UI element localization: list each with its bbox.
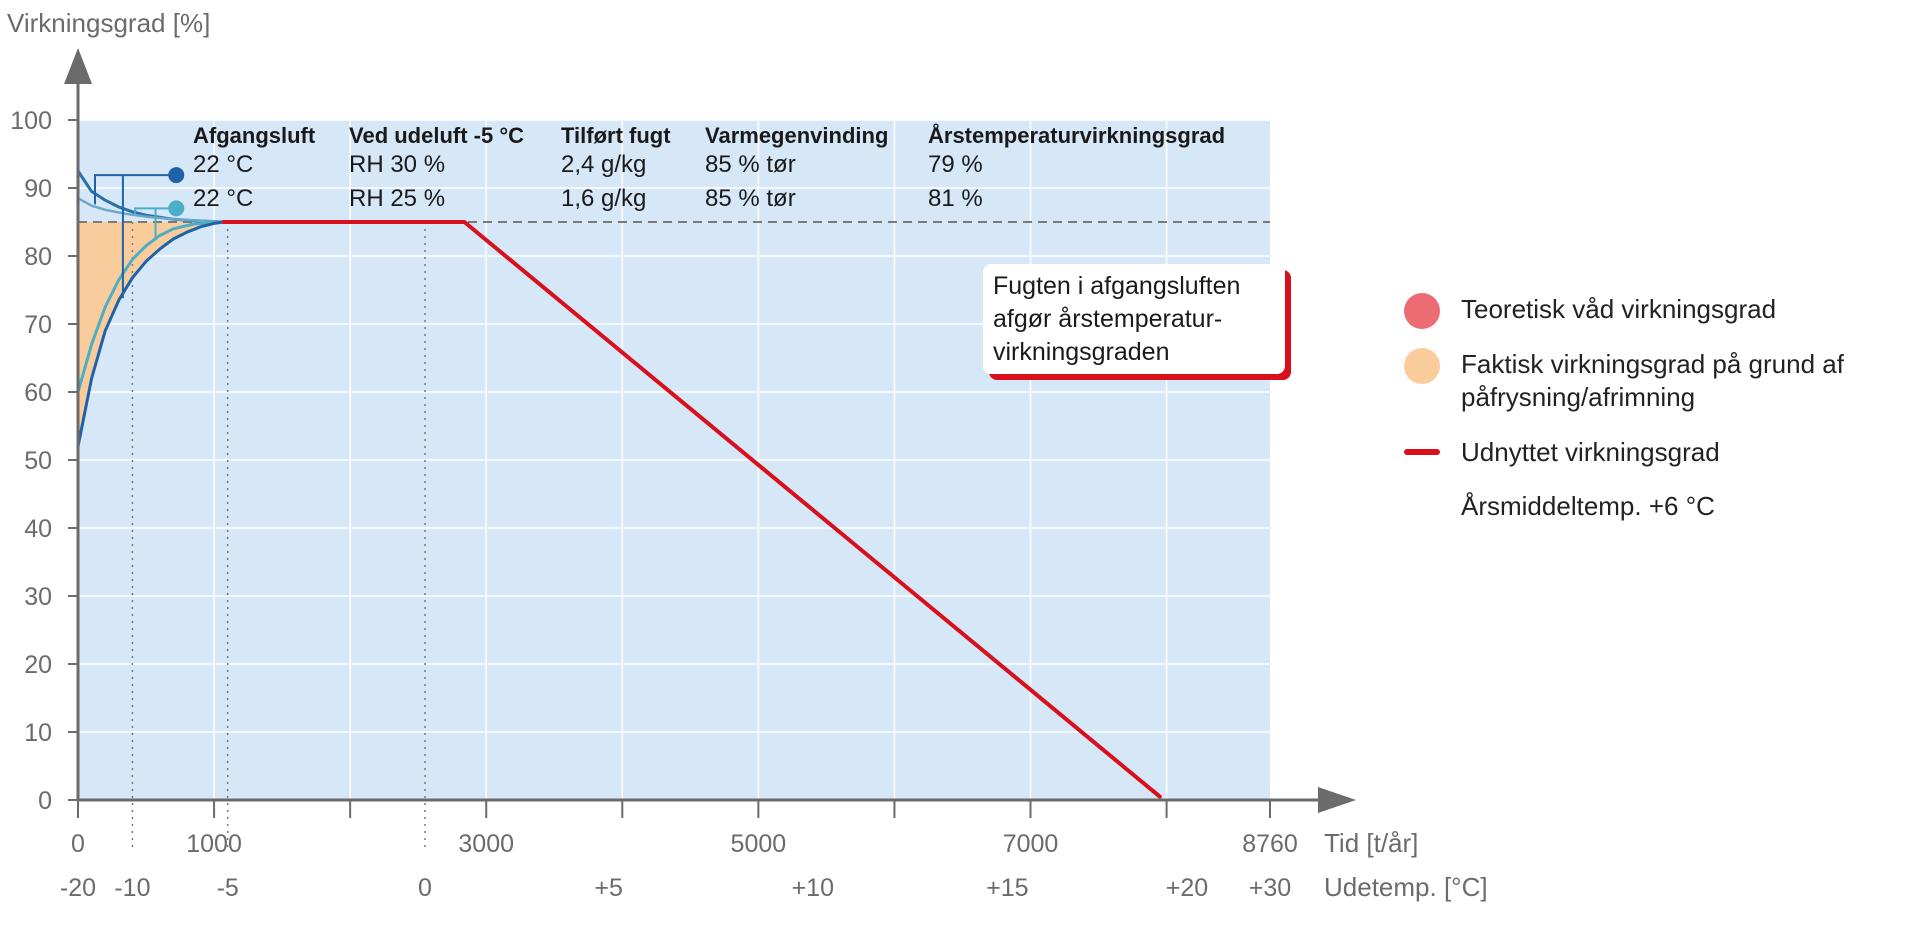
temp-tick-label-7: +20 bbox=[1166, 874, 1208, 902]
x-axis-arrow bbox=[1318, 787, 1356, 813]
y-tick-label-5: 50 bbox=[24, 447, 52, 475]
table-cell-r1-c1: RH 25 % bbox=[349, 185, 445, 212]
bracket-rh25-a bbox=[134, 207, 174, 214]
table-header-afgangsluft: Afgangsluft bbox=[193, 123, 316, 148]
x-axis-title: Tid [t/år] bbox=[1324, 828, 1418, 858]
temp-tick-label-6: +15 bbox=[986, 874, 1028, 902]
table-cell-r1-c0: 22 °C bbox=[193, 185, 253, 212]
curve-wet-rh25 bbox=[76, 196, 225, 224]
curve-actual-rh30 bbox=[76, 220, 226, 448]
table-cell-r1-c3: 85 % tør bbox=[705, 185, 796, 212]
temp-tick-label-1: -10 bbox=[114, 874, 150, 902]
x-tick-label-3: 5000 bbox=[731, 830, 787, 858]
table-cell-r0-c2: 2,4 g/kg bbox=[561, 151, 646, 178]
y-tick-label-9: 90 bbox=[24, 175, 52, 203]
table-header-varmegenvinding: Varmegenvinding bbox=[705, 123, 888, 148]
table-header-aarsvirkning: Årstemperaturvirkningsgrad bbox=[928, 122, 1225, 148]
y-tick-label-0: 0 bbox=[38, 787, 52, 815]
x-tick-label-4: 7000 bbox=[1003, 830, 1059, 858]
x-tick-label-0: 0 bbox=[71, 830, 85, 858]
legend-label-annual-temp: Årsmiddeltemp. +6 °C bbox=[1461, 491, 1715, 521]
annotation-line-2: afgør årstemperatur- bbox=[993, 305, 1223, 333]
table-cell-r1-c4: 81 % bbox=[928, 185, 983, 212]
table-cell-r0-c3: 85 % tør bbox=[705, 151, 796, 178]
temp-tick-label-5: +10 bbox=[792, 874, 834, 902]
curve-actual-rh25 bbox=[76, 220, 226, 394]
table-cell-r0-c1: RH 30 % bbox=[349, 151, 445, 178]
y-tick-label-2: 20 bbox=[24, 651, 52, 679]
legend-swatch-actual bbox=[1404, 348, 1440, 384]
y-tick-label-4: 40 bbox=[24, 515, 52, 543]
table-marker-rh30 bbox=[168, 167, 185, 184]
table-header-udeluft: Ved udeluft -5 °C bbox=[349, 123, 524, 148]
annotation-line-3: virkningsgraden bbox=[993, 338, 1170, 366]
y-tick-label-3: 30 bbox=[24, 583, 52, 611]
annotation-callout: Fugten i afgangsluften afgør årstemperat… bbox=[983, 264, 1285, 374]
temp-tick-label-2: -5 bbox=[217, 874, 239, 902]
annotation-line-1: Fugten i afgangsluften bbox=[993, 272, 1241, 300]
y-tick-label-6: 60 bbox=[24, 379, 52, 407]
legend-label-actual: Faktisk virkningsgrad på grund af påfrys… bbox=[1461, 349, 1844, 412]
y-tick-label-8: 80 bbox=[24, 243, 52, 271]
table-cell-r0-c4: 79 % bbox=[928, 151, 983, 178]
legend-label-theoretical: Teoretisk våd virkningsgrad bbox=[1461, 294, 1777, 324]
legend-label-utilized: Udnyttet virkningsgrad bbox=[1461, 437, 1720, 467]
x-tick-label-1: 1000 bbox=[186, 830, 242, 858]
y-axis-arrow bbox=[64, 48, 92, 84]
temp-tick-label-3: 0 bbox=[418, 874, 432, 902]
legend-swatch-utilized bbox=[1404, 449, 1440, 455]
y-axis-title: Virkningsgrad [%] bbox=[7, 8, 210, 38]
temp-tick-label-4: +5 bbox=[594, 874, 623, 902]
y-tick-label-7: 70 bbox=[24, 311, 52, 339]
table-cell-r0-c0: 22 °C bbox=[193, 151, 253, 178]
area-actual bbox=[78, 222, 224, 447]
line-utilized bbox=[221, 220, 1162, 799]
legend-swatch-theoretical bbox=[1404, 293, 1440, 329]
y-tick-label-10: 100 bbox=[10, 107, 52, 135]
x-tick-label-5: 8760 bbox=[1242, 830, 1298, 858]
table-cell-r1-c2: 1,6 g/kg bbox=[561, 185, 646, 212]
temp-tick-label-8: +30 bbox=[1249, 874, 1291, 902]
y-tick-label-1: 10 bbox=[24, 719, 52, 747]
temp-tick-label-0: -20 bbox=[60, 874, 96, 902]
table-header-fugt: Tilført fugt bbox=[561, 123, 671, 148]
temp-axis-title: Udetemp. [°C] bbox=[1324, 872, 1488, 902]
table-marker-rh25 bbox=[168, 200, 185, 217]
bracket-rh30-a bbox=[94, 174, 174, 205]
x-tick-label-2: 3000 bbox=[458, 830, 514, 858]
